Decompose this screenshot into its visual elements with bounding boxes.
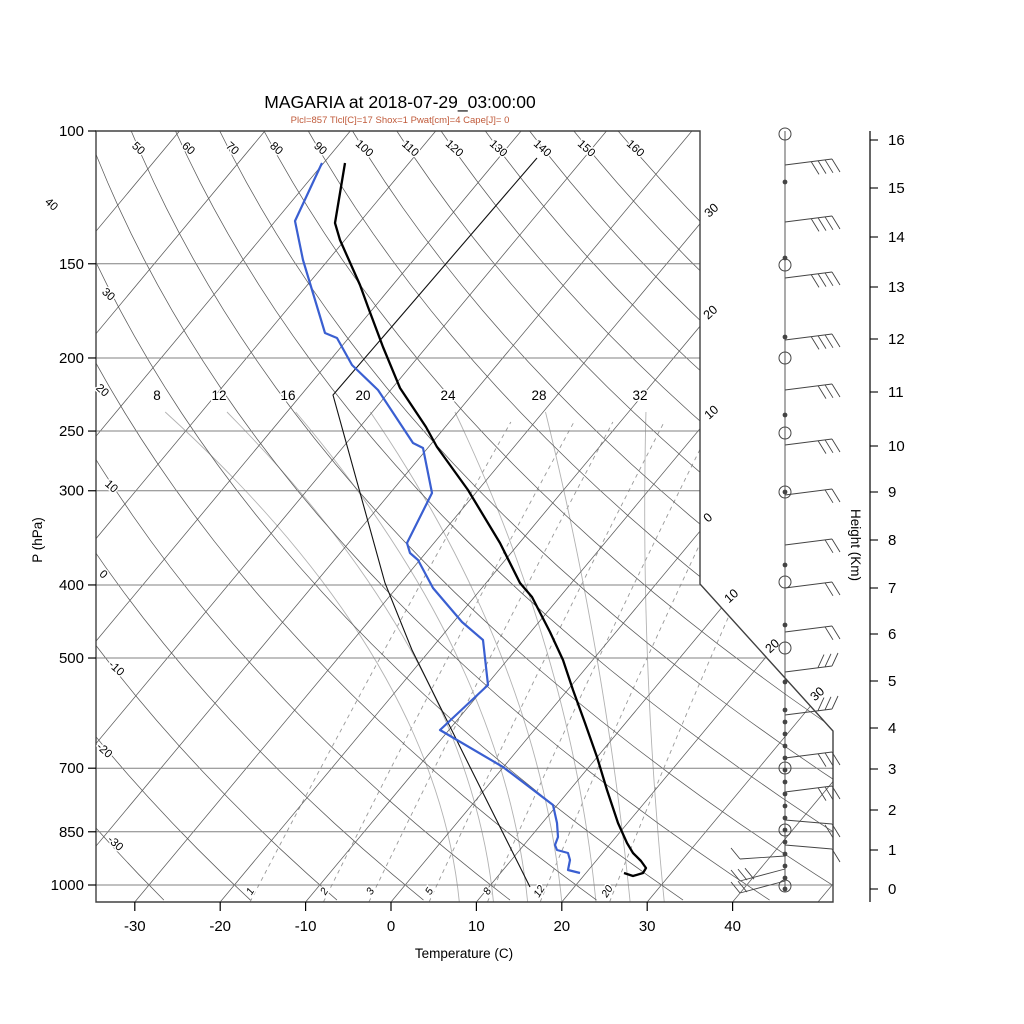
- svg-text:1: 1: [888, 842, 896, 859]
- svg-text:-30: -30: [124, 918, 146, 935]
- svg-text:30: 30: [99, 286, 117, 303]
- svg-text:400: 400: [59, 577, 84, 594]
- svg-text:60: 60: [179, 140, 197, 157]
- svg-text:5: 5: [423, 886, 436, 897]
- temperature-curve: [333, 162, 648, 878]
- moist-adiabat-labels: 8 12 16 20 24 28 32: [152, 387, 649, 405]
- svg-text:700: 700: [59, 760, 84, 777]
- svg-text:Temperature (C): Temperature (C): [415, 946, 513, 961]
- svg-text:12: 12: [888, 331, 905, 348]
- svg-text:40: 40: [724, 918, 741, 935]
- chart-parameters-subtitle: Plcl=857 Tlcl[C]=17 Shox=1 Pwat[cm]=4 Ca…: [290, 115, 510, 126]
- svg-text:10: 10: [721, 586, 741, 606]
- svg-text:90: 90: [311, 140, 329, 157]
- svg-text:0: 0: [701, 510, 716, 525]
- svg-text:150: 150: [59, 256, 84, 273]
- svg-text:200: 200: [59, 350, 84, 367]
- svg-text:6: 6: [888, 626, 896, 643]
- page-title: MAGARIA at 2018-07-29_03:00:00: [264, 92, 536, 112]
- svg-text:8: 8: [888, 532, 896, 549]
- svg-text:30: 30: [639, 918, 656, 935]
- svg-text:16: 16: [280, 388, 295, 403]
- svg-text:4: 4: [888, 720, 896, 737]
- svg-text:Height (Km): Height (Km): [848, 509, 863, 581]
- plot-border: [95, 130, 834, 903]
- svg-text:850: 850: [59, 824, 84, 841]
- svg-text:12: 12: [211, 388, 226, 403]
- svg-text:100: 100: [59, 123, 84, 140]
- svg-text:14: 14: [888, 229, 905, 246]
- dewpoint-curve: [293, 162, 581, 875]
- svg-text:28: 28: [531, 388, 546, 403]
- parcel-curve: [332, 157, 538, 888]
- dry-adiabat-labels: 50 60 70 80 90 100 110 120 130 140 150 160403020100…: [41, 136, 648, 855]
- svg-text:8: 8: [153, 388, 161, 403]
- svg-text:110: 110: [399, 138, 421, 159]
- svg-text:130: 130: [487, 138, 509, 160]
- svg-text:120: 120: [443, 138, 465, 160]
- svg-text:150: 150: [575, 138, 597, 160]
- svg-text:10: 10: [888, 438, 905, 455]
- svg-text:10: 10: [468, 918, 485, 935]
- svg-text:32: 32: [632, 388, 647, 403]
- svg-text:10: 10: [702, 402, 722, 422]
- svg-text:-20: -20: [94, 741, 114, 761]
- svg-text:0: 0: [387, 918, 395, 935]
- svg-text:20: 20: [701, 302, 721, 322]
- svg-text:2: 2: [317, 886, 331, 898]
- svg-text:20: 20: [553, 918, 570, 935]
- svg-text:1000: 1000: [51, 877, 84, 894]
- svg-text:13: 13: [888, 279, 905, 296]
- svg-text:0: 0: [888, 881, 896, 898]
- svg-text:250: 250: [59, 423, 84, 440]
- svg-text:-10: -10: [295, 918, 317, 935]
- svg-text:16: 16: [888, 132, 905, 149]
- svg-text:15: 15: [888, 180, 905, 197]
- svg-text:100: 100: [353, 138, 375, 160]
- svg-text:40: 40: [42, 196, 60, 213]
- svg-text:11: 11: [888, 384, 904, 401]
- svg-text:500: 500: [59, 650, 84, 667]
- svg-text:30: 30: [702, 200, 722, 220]
- svg-text:3: 3: [364, 886, 377, 897]
- svg-text:50: 50: [129, 140, 147, 157]
- svg-text:9: 9: [888, 484, 896, 501]
- svg-text:20: 20: [355, 388, 370, 403]
- svg-text:20: 20: [599, 883, 616, 900]
- svg-text:80: 80: [267, 140, 285, 157]
- svg-text:12: 12: [531, 883, 547, 899]
- wind-barbs: [730, 127, 841, 894]
- svg-text:300: 300: [59, 483, 84, 500]
- svg-text:7: 7: [888, 580, 896, 597]
- svg-text:2: 2: [888, 802, 896, 819]
- svg-text:-20: -20: [209, 918, 231, 935]
- svg-text:5: 5: [888, 673, 896, 690]
- svg-text:24: 24: [440, 388, 456, 403]
- svg-text:-30: -30: [105, 834, 125, 854]
- svg-text:0: 0: [97, 568, 110, 581]
- svg-text:P (hPa): P (hPa): [30, 517, 45, 563]
- svg-text:30: 30: [807, 684, 827, 704]
- svg-text:3: 3: [888, 761, 896, 778]
